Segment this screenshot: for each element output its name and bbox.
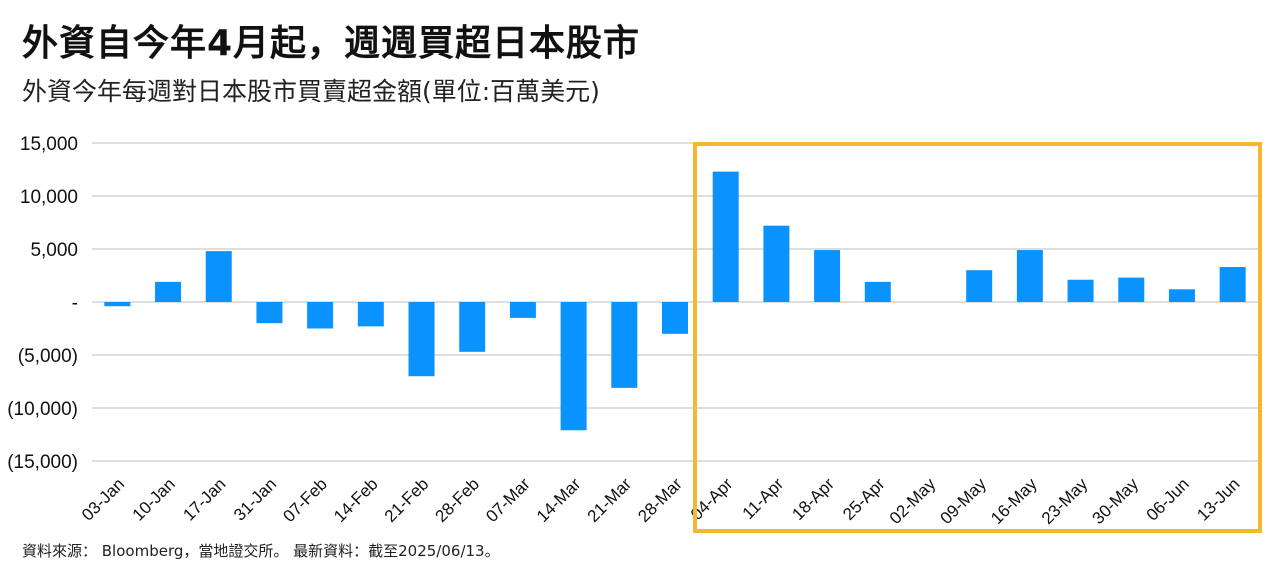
y-tick-label: 10,000	[20, 187, 78, 208]
bar-30-May	[1118, 277, 1145, 302]
bar-14-Mar	[560, 302, 587, 431]
bar-21-Feb	[408, 302, 435, 377]
bar-17-Jan	[205, 251, 232, 302]
gridlines	[92, 142, 1258, 462]
highlight-box	[693, 142, 1262, 533]
y-tick-label: 15,000	[20, 134, 78, 155]
bar-07-Feb	[307, 302, 334, 329]
x-tick-label: 23-May	[1038, 474, 1092, 528]
x-tick-label: 18-Apr	[788, 474, 838, 524]
x-tick-label: 28-Feb	[432, 474, 484, 526]
y-tick-label: 5,000	[30, 240, 78, 261]
x-tick-label: 10-Jan	[129, 474, 179, 524]
y-tick-label: (5,000)	[18, 346, 78, 367]
bar-09-May	[966, 270, 993, 302]
bar-10-Jan	[155, 281, 182, 302]
y-tick-label: -	[72, 293, 78, 314]
bar-11-Apr	[763, 225, 790, 302]
bar-07-Mar	[509, 302, 536, 318]
x-tick-label: 16-May	[987, 474, 1041, 528]
bar-28-Mar	[662, 302, 688, 334]
x-tick-label: 25-Apr	[839, 474, 889, 524]
x-tick-label: 21-Feb	[381, 474, 433, 526]
chart-subtitle: 外資今年每週對日本股市買賣超金額(單位:百萬美元)	[22, 77, 600, 106]
x-tick-label: 06-Jun	[1143, 474, 1193, 524]
x-tick-label: 09-May	[936, 474, 990, 528]
chart-title: 外資自今年4月起，週週買超日本股市	[22, 23, 641, 64]
bar-18-Apr	[814, 250, 841, 302]
source-note: 資料來源： Bloomberg，當地證交所。 最新資料：截至2025/06/13…	[22, 542, 500, 560]
x-tick-label: 14-Mar	[533, 474, 585, 526]
x-tick-label: 31-Jan	[230, 474, 280, 524]
bars	[104, 171, 1246, 431]
bar-03-Jan	[104, 302, 131, 307]
x-tick-label: 14-Feb	[330, 474, 382, 526]
x-tick-label: 17-Jan	[179, 474, 229, 524]
x-tick-label: 02-May	[886, 474, 940, 528]
bar-14-Feb	[357, 302, 384, 327]
highlight-box	[693, 142, 1262, 533]
x-tick-label: 07-Feb	[279, 474, 331, 526]
bar-04-Apr	[712, 171, 739, 302]
bar-21-Mar	[611, 302, 638, 388]
bar-06-Jun	[1168, 289, 1195, 302]
bar-16-May	[1016, 250, 1043, 302]
x-tick-label: 28-Mar	[634, 474, 686, 526]
x-axis: 03-Jan 10-Jan 17-Jan 31-Jan 07-Feb 14-Feb 21-F…	[78, 474, 1243, 528]
bar-13-Jun	[1219, 267, 1246, 302]
x-tick-label: 30-May	[1089, 474, 1143, 528]
y-tick-label: (10,000)	[7, 399, 78, 420]
x-tick-label: 11-Apr	[739, 474, 788, 523]
bar-31-Jan	[256, 302, 283, 324]
x-tick-label: 07-Mar	[482, 474, 534, 526]
bar-23-May	[1067, 279, 1094, 302]
y-axis: 15,000 10,000 5,000 - (5,000) (10,000) (15,000…	[7, 134, 78, 473]
x-tick-label: 13-Jun	[1193, 474, 1243, 524]
y-tick-label: (15,000)	[7, 452, 78, 473]
bar-28-Feb	[459, 302, 486, 352]
x-tick-label: 21-Mar	[584, 474, 636, 526]
x-tick-label: 03-Jan	[78, 474, 128, 524]
bar-25-Apr	[864, 281, 891, 302]
